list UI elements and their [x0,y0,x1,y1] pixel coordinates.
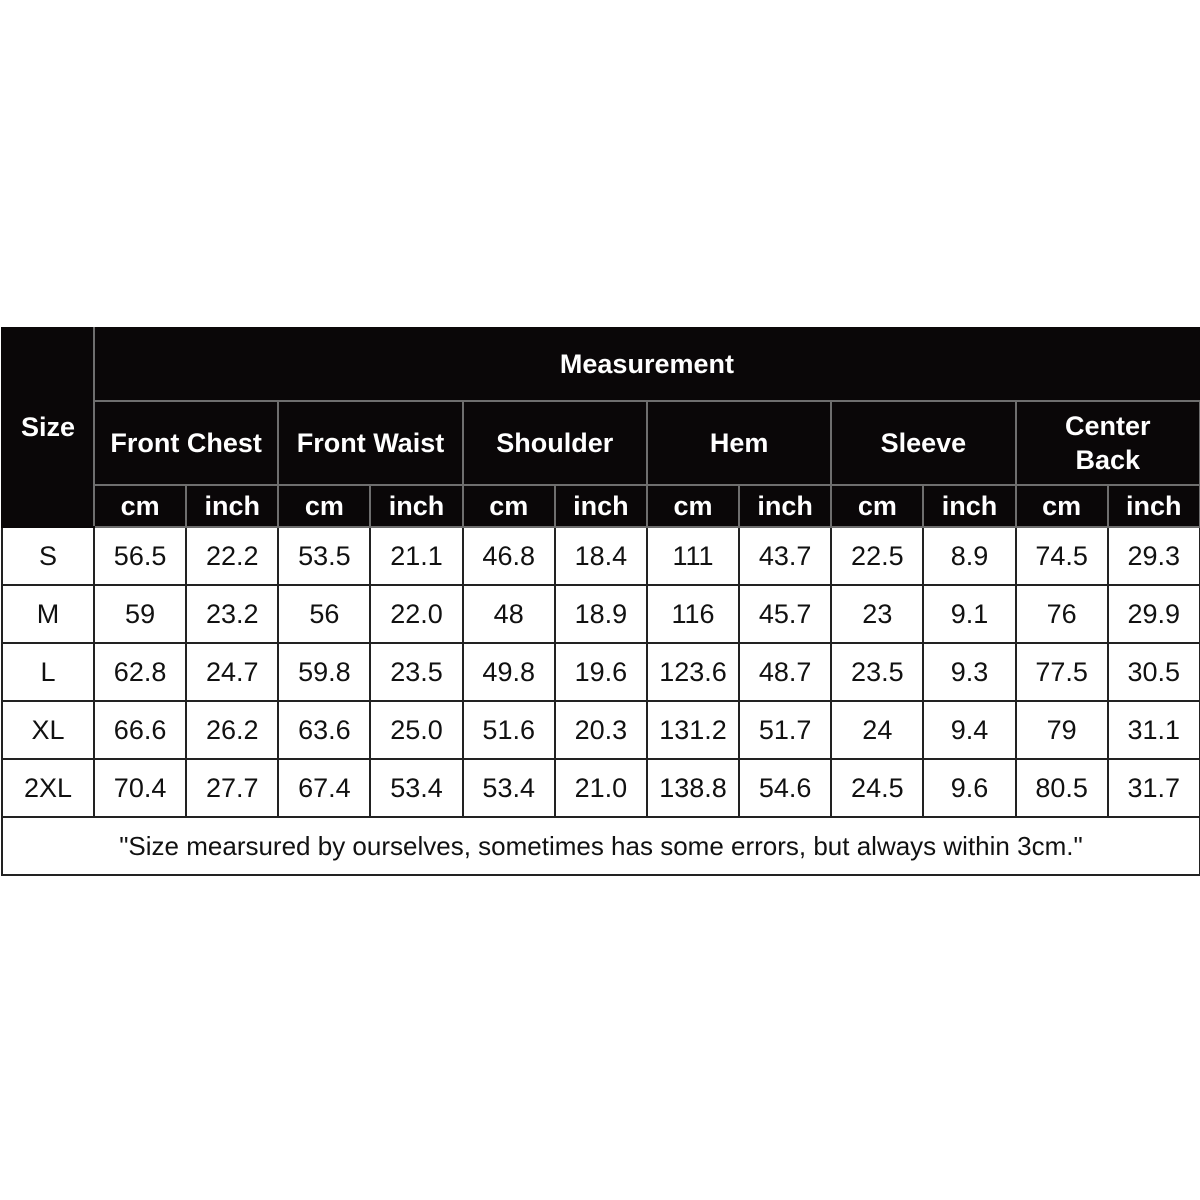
measurement-cell: 56.5 [92,526,188,586]
table-row: L 62.8 24.7 59.8 23.5 49.8 19.6 123.6 48.7 23.5 9.… [1,642,1200,702]
group-header-center-back: Center Back [1014,400,1200,486]
measurement-note: "Size mearsured by ourselves, sometimes … [1,816,1200,876]
measurement-cell: 138.8 [645,758,741,818]
measurement-cell: 54.6 [738,758,833,818]
measurement-cell: 59.8 [277,642,372,702]
size-chart-table: Size Measurement Front Chest Front Waist S… [1,327,1200,876]
size-header: Size [1,327,95,528]
measurement-cell: 70.4 [92,758,188,818]
measurement-cell: 51.6 [461,700,556,760]
unit-cm-header: cm [1014,484,1109,528]
unit-cm-header: cm [830,484,925,528]
measurement-cell: 67.4 [277,758,372,818]
measurement-cell: 9.3 [922,642,1017,702]
table-row: S 56.5 22.2 53.5 21.1 46.8 18.4 111 43.7 22.5 8.9 7… [1,526,1200,586]
measurement-cell: 9.6 [922,758,1017,818]
measurement-cell: 24.7 [185,642,280,702]
measurement-cell: 45.7 [738,584,833,644]
size-cell: S [1,526,95,586]
unit-cm-header: cm [92,484,188,528]
measurement-cell: 59 [92,584,188,644]
unit-cm-header: cm [645,484,741,528]
measurement-cell: 53.5 [277,526,372,586]
measurement-cell: 79 [1014,700,1109,760]
measurement-cell: 53.4 [461,758,556,818]
measurement-cell: 23 [830,584,925,644]
measurement-cell: 23.5 [369,642,464,702]
measurement-cell: 66.6 [92,700,188,760]
unit-inch-header: inch [369,484,464,528]
unit-inch-header: inch [553,484,648,528]
unit-inch-header: inch [185,484,280,528]
table-row: XL 66.6 26.2 63.6 25.0 51.6 20.3 131.2 51.7 24 9.4… [1,700,1200,760]
size-cell: M [1,584,95,644]
measurement-cell: 9.1 [922,584,1017,644]
unit-inch-header: inch [1106,484,1200,528]
measurement-cell: 46.8 [461,526,556,586]
measurement-cell: 9.4 [922,700,1017,760]
measurement-cell: 8.9 [922,526,1017,586]
size-cell: 2XL [1,758,95,818]
measurement-header: Measurement [93,327,1200,402]
measurement-cell: 29.9 [1106,584,1200,644]
unit-inch-header: inch [738,484,833,528]
measurement-cell: 24.5 [830,758,925,818]
measurement-cell: 19.6 [553,642,648,702]
group-header-front-chest: Front Chest [92,400,280,486]
measurement-cell: 22.5 [830,526,925,586]
measurement-cell: 22.0 [369,584,464,644]
measurement-cell: 62.8 [92,642,188,702]
size-cell: XL [1,700,95,760]
measurement-cell: 27.7 [185,758,280,818]
measurement-cell: 74.5 [1014,526,1109,586]
measurement-cell: 30.5 [1106,642,1200,702]
measurement-cell: 51.7 [738,700,833,760]
measurement-cell: 77.5 [1014,642,1109,702]
measurement-cell: 43.7 [738,526,833,586]
measurement-cell: 31.1 [1106,700,1200,760]
measurement-cell: 31.7 [1106,758,1200,818]
measurement-cell: 20.3 [553,700,648,760]
measurement-cell: 63.6 [277,700,372,760]
measurement-cell: 18.4 [553,526,648,586]
group-header-hem: Hem [645,400,833,486]
unit-cm-header: cm [277,484,372,528]
measurement-cell: 21.0 [553,758,648,818]
measurement-cell: 25.0 [369,700,464,760]
table-row: M 59 23.2 56 22.0 48 18.9 116 45.7 23 9.1 76 29.9 [1,584,1200,644]
measurement-cell: 18.9 [553,584,648,644]
measurement-cell: 80.5 [1014,758,1109,818]
group-header-front-waist: Front Waist [277,400,464,486]
measurement-cell: 123.6 [645,642,741,702]
measurement-cell: 23.5 [830,642,925,702]
measurement-cell: 48.7 [738,642,833,702]
measurement-cell: 26.2 [185,700,280,760]
measurement-cell: 53.4 [369,758,464,818]
measurement-cell: 23.2 [185,584,280,644]
measurement-cell: 29.3 [1106,526,1200,586]
unit-inch-header: inch [922,484,1017,528]
measurement-cell: 48 [461,584,556,644]
measurement-cell: 76 [1014,584,1109,644]
group-header-shoulder: Shoulder [461,400,648,486]
measurement-cell: 56 [277,584,372,644]
unit-cm-header: cm [461,484,556,528]
measurement-cell: 131.2 [645,700,741,760]
measurement-cell: 21.1 [369,526,464,586]
measurement-cell: 49.8 [461,642,556,702]
measurement-cell: 116 [645,584,741,644]
table-row: 2XL 70.4 27.7 67.4 53.4 53.4 21.0 138.8 54.6 24.5… [1,758,1200,818]
group-header-sleeve: Sleeve [830,400,1017,486]
measurement-cell: 111 [645,526,741,586]
size-cell: L [1,642,95,702]
measurement-cell: 24 [830,700,925,760]
measurement-cell: 22.2 [185,526,280,586]
